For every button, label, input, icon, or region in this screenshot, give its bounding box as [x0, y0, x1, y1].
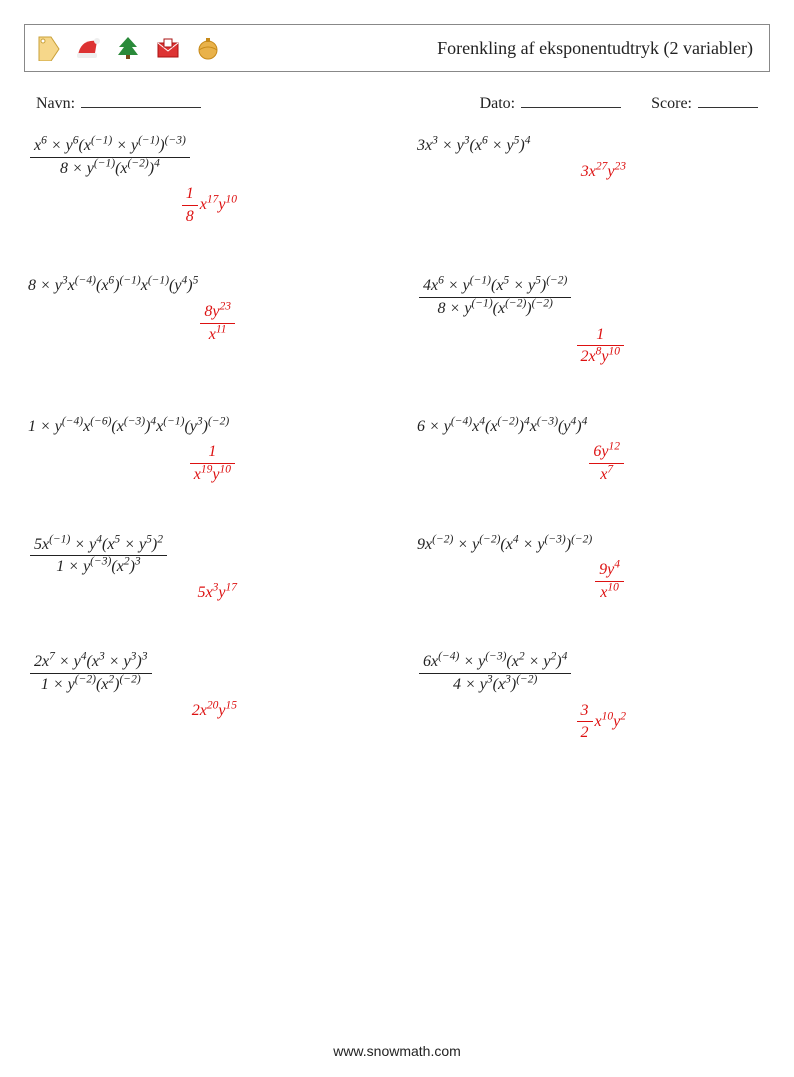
problem-answer: 8y23x11: [28, 303, 377, 343]
problem-5: 1 × y(−4)x(−6)(x(−3))4x(−1)(y3)(−2) 1x19y…: [28, 418, 377, 484]
problem-7: 5x(−1) × y4(x5 × y5)21 × y(−3)(x2)3 5x3y1…: [28, 536, 377, 602]
problem-8: 9x(−2) × y(−2)(x4 × y(−3))(−2) 9y4x10: [417, 536, 766, 602]
ornament-icon: [193, 33, 223, 63]
tag-icon: [33, 33, 63, 63]
problem-answer: 1x19y10: [28, 443, 377, 483]
problem-4: 4x6 × y(−1)(x5 × y5)(−2)8 × y(−1)(x(−2))…: [417, 277, 766, 365]
problem-expression: x6 × y6(x(−1) × y(−1))(−3)8 × y(−1)(x(−2…: [28, 137, 377, 177]
problem-expression: 3x3 × y3(x6 × y5)4: [417, 137, 766, 155]
meta-row: Navn: Dato: Score:: [36, 94, 758, 113]
problem-answer: 5x3y17: [28, 584, 377, 602]
score-blank[interactable]: [698, 94, 758, 108]
problem-10: 6x(−4) × y(−3)(x2 × y2)44 × y3(x3)(−2) 32…: [417, 653, 766, 741]
problem-answer: 12x8y10: [417, 326, 766, 366]
tree-icon: [113, 33, 143, 63]
name-label: Navn:: [36, 95, 75, 113]
problem-answer: 18x17y10: [28, 185, 377, 225]
santa-hat-icon: [73, 33, 103, 63]
problem-expression: 4x6 × y(−1)(x5 × y5)(−2)8 × y(−1)(x(−2))…: [417, 277, 766, 317]
header: Forenkling af eksponentudtryk (2 variabl…: [24, 24, 770, 72]
problems-grid: x6 × y6(x(−1) × y(−1))(−3)8 × y(−1)(x(−2…: [28, 137, 766, 742]
problem-answer: 6y12x7: [417, 443, 766, 483]
page-title: Forenkling af eksponentudtryk (2 variabl…: [437, 38, 761, 59]
problem-3: 8 × y3x(−4)(x6)(−1)x(−1)(y4)5 8y23x11: [28, 277, 377, 365]
header-icons: [33, 33, 223, 63]
date-blank[interactable]: [521, 94, 621, 108]
problem-2: 3x3 × y3(x6 × y5)4 3x27y23: [417, 137, 766, 225]
problem-answer: 32x10y2: [417, 702, 766, 742]
score-label: Score:: [651, 95, 692, 113]
problem-answer: 2x20y15: [28, 702, 377, 720]
problem-answer: 3x27y23: [417, 163, 766, 181]
problem-expression: 6 × y(−4)x4(x(−2))4x(−3)(y4)4: [417, 418, 766, 436]
date-label: Dato:: [480, 95, 516, 113]
envelope-icon: [153, 33, 183, 63]
footer-text: www.snowmath.com: [0, 1043, 794, 1059]
problem-expression: 6x(−4) × y(−3)(x2 × y2)44 × y3(x3)(−2): [417, 653, 766, 693]
name-field: Navn:: [36, 94, 201, 113]
problem-expression: 9x(−2) × y(−2)(x4 × y(−3))(−2): [417, 536, 766, 554]
name-blank[interactable]: [81, 94, 201, 108]
problem-9: 2x7 × y4(x3 × y3)31 × y(−2)(x2)(−2) 2x20y…: [28, 653, 377, 741]
problem-answer: 9y4x10: [417, 561, 766, 601]
problem-expression: 1 × y(−4)x(−6)(x(−3))4x(−1)(y3)(−2): [28, 418, 377, 436]
problem-expression: 8 × y3x(−4)(x6)(−1)x(−1)(y4)5: [28, 277, 377, 295]
problem-expression: 2x7 × y4(x3 × y3)31 × y(−2)(x2)(−2): [28, 653, 377, 693]
problem-1: x6 × y6(x(−1) × y(−1))(−3)8 × y(−1)(x(−2…: [28, 137, 377, 225]
problem-expression: 5x(−1) × y4(x5 × y5)21 × y(−3)(x2)3: [28, 536, 377, 576]
problem-6: 6 × y(−4)x4(x(−2))4x(−3)(y4)4 6y12x7: [417, 418, 766, 484]
